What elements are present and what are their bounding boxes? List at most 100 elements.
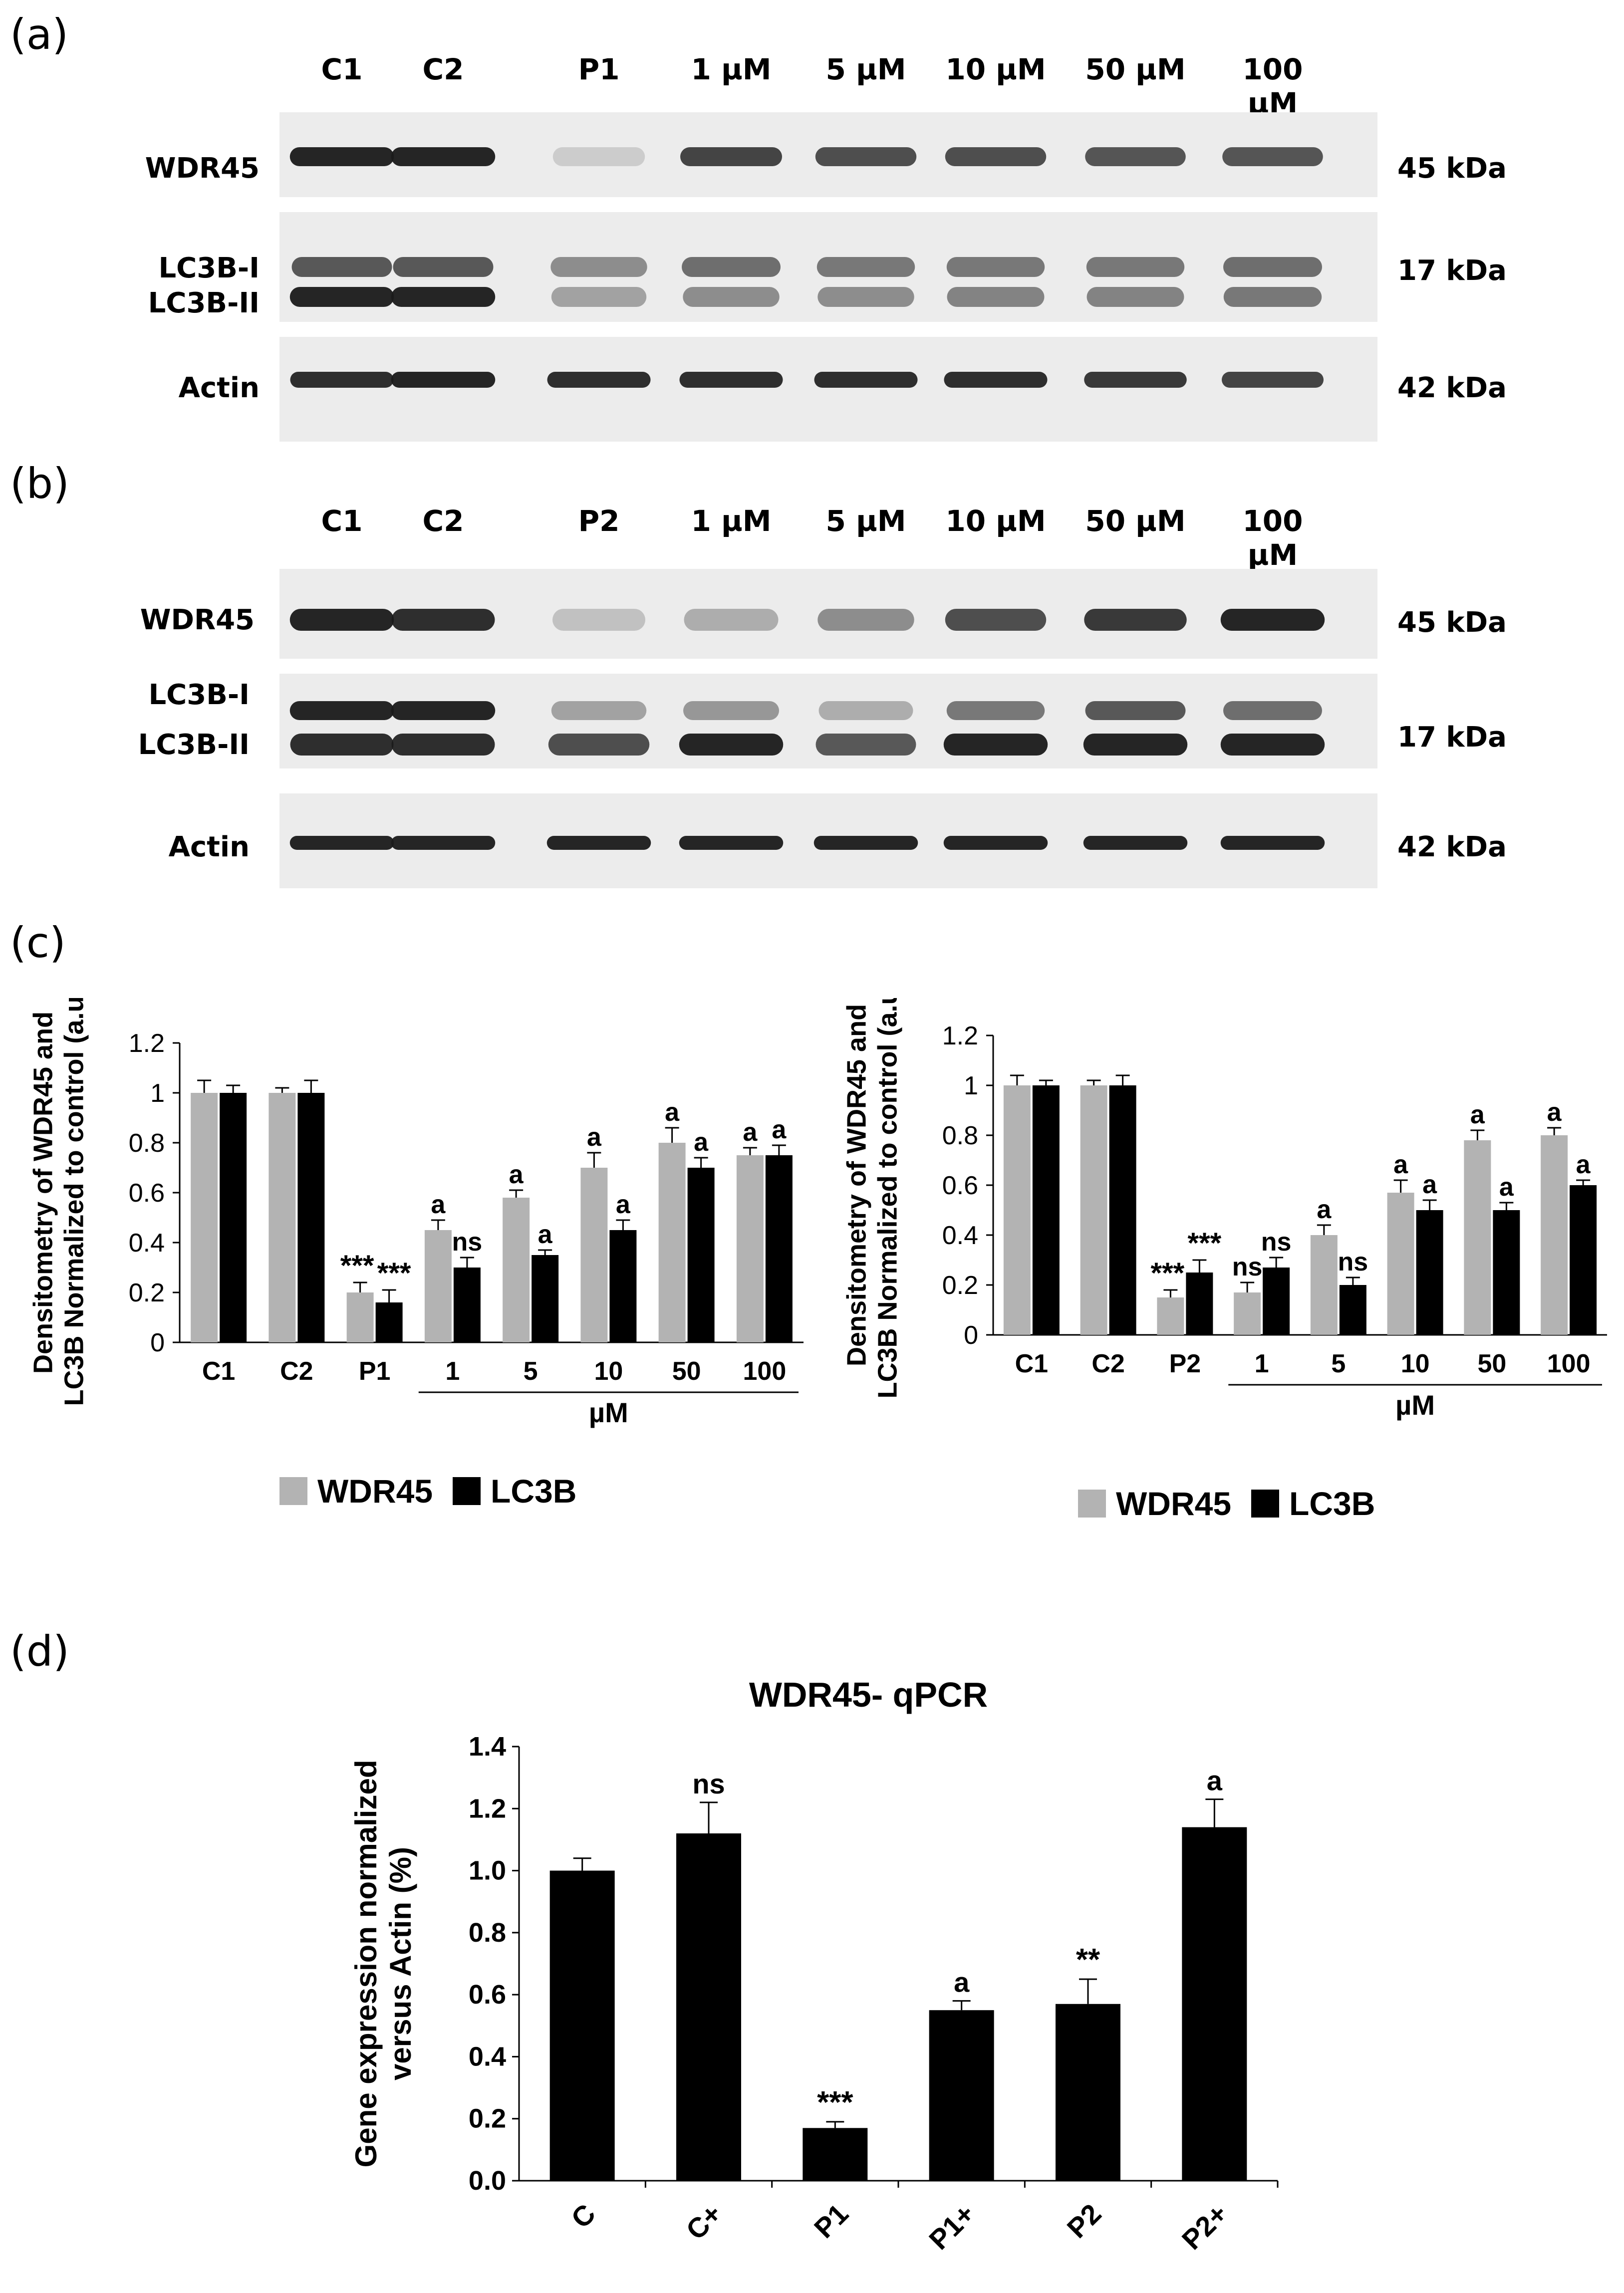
blot-band-lc3b_i xyxy=(289,701,394,720)
bar-lc3b xyxy=(609,1230,637,1342)
y-tick-label: 0.8 xyxy=(942,1121,978,1150)
x-tick-label: P1 xyxy=(359,1357,391,1386)
blot-band-actin xyxy=(546,836,651,850)
y-axis-label-line: Densitometry of WDR45 and xyxy=(842,1004,872,1366)
bar-qpcr xyxy=(1182,1827,1247,2181)
blot-band-lc3b_ii xyxy=(683,287,780,307)
bar-lc3b xyxy=(1570,1185,1597,1335)
x-tick-label: P2 xyxy=(1169,1349,1201,1378)
lane-label: 1 µM xyxy=(691,52,772,86)
panel-d-label: (d) xyxy=(10,1627,69,1676)
panel-c-right-legend: WDR45 LC3B xyxy=(1078,1485,1375,1523)
blot-band-wdr45 xyxy=(1222,147,1323,166)
blot-band-lc3b_i xyxy=(682,257,781,277)
blot-band-lc3b_i xyxy=(1223,701,1322,720)
lane-label: P2 xyxy=(578,504,620,538)
y-tick-label: 0.2 xyxy=(129,1278,165,1307)
bar-lc3b xyxy=(1493,1210,1520,1335)
panel-c-left-chart: Densitometry of WDR45 andLC3B Normalized… xyxy=(28,998,804,1428)
blot-band-lc3b_ii xyxy=(1083,734,1188,756)
y-axis-label-line: LC3B Normalized to control (a.u.) xyxy=(873,998,903,1399)
y-tick-label: 0.4 xyxy=(469,2041,506,2071)
bar-wdr45 xyxy=(1003,1085,1031,1335)
panel-c-label: (c) xyxy=(10,918,66,967)
blot-band-actin xyxy=(290,372,394,388)
significance-label: a xyxy=(1393,1150,1408,1179)
bar-wdr45 xyxy=(503,1198,530,1342)
x-tick-label: 100 xyxy=(1547,1349,1591,1378)
lane-label: 50 µM xyxy=(1085,52,1186,86)
blot-band-wdr45 xyxy=(945,609,1047,631)
blot-band-actin xyxy=(1083,836,1188,850)
blot-band-actin xyxy=(289,836,394,850)
significance-label: a xyxy=(1499,1173,1514,1202)
blot-band-lc3b_i xyxy=(816,257,915,277)
blot-band-actin xyxy=(1084,372,1187,388)
bar-lc3b xyxy=(532,1255,559,1342)
significance-label: ns xyxy=(1232,1253,1263,1281)
x-tick-label: C+ xyxy=(680,2198,728,2246)
blot-band-actin xyxy=(813,836,918,850)
y-axis-label: Densitometry of WDR45 andLC3B Normalized… xyxy=(842,998,903,1399)
significance-label: a xyxy=(1547,1098,1562,1127)
blot-band-lc3b_ii xyxy=(551,287,647,307)
blot-band-wdr45 xyxy=(289,609,394,631)
lane-label: C2 xyxy=(422,504,464,538)
y-tick-label: 0 xyxy=(964,1321,978,1350)
blot-band-actin xyxy=(1222,372,1324,388)
lane-label: P1 xyxy=(578,52,620,86)
bar-qpcr xyxy=(676,1833,741,2181)
blot-strip xyxy=(279,337,1377,442)
blot-band-lc3b_ii xyxy=(1220,734,1325,756)
panel-b-western-blot xyxy=(279,569,1377,888)
blot-band-wdr45 xyxy=(817,609,914,631)
panel-c-right-chart: Densitometry of WDR45 andLC3B Normalized… xyxy=(842,998,1607,1421)
panel-b-size-lc3b: 17 kDa xyxy=(1397,721,1507,754)
significance-label: a xyxy=(538,1220,553,1249)
bar-lc3b xyxy=(765,1155,793,1342)
x-tick-label: 5 xyxy=(1331,1349,1346,1378)
bar-wdr45 xyxy=(1541,1135,1568,1335)
blot-band-lc3b_ii xyxy=(679,734,784,756)
x-tick-label: 50 xyxy=(672,1357,701,1386)
panel-a-size-wdr45: 45 kDa xyxy=(1397,152,1507,185)
lane-label: 10 µM xyxy=(945,52,1046,86)
panel-b-row-lc3b-i: LC3B-I xyxy=(148,679,250,711)
blot-band-wdr45 xyxy=(815,147,917,166)
blot-band-wdr45 xyxy=(391,147,496,166)
blot-band-wdr45 xyxy=(945,147,1047,166)
blot-band-actin xyxy=(679,372,783,388)
legend-swatch-lc3b xyxy=(1251,1490,1280,1518)
blot-band-lc3b_i xyxy=(1223,257,1322,277)
y-tick-label: 1 xyxy=(150,1079,165,1108)
legend-label-lc3b: LC3B xyxy=(491,1473,577,1510)
y-axis-label: Gene expression normalizedversus Actin (… xyxy=(349,1760,417,2168)
legend-label-wdr45: WDR45 xyxy=(317,1473,433,1510)
y-tick-label: 0.6 xyxy=(129,1179,165,1208)
blot-band-lc3b_i xyxy=(393,257,494,277)
x-tick-label: 10 xyxy=(594,1357,623,1386)
panel-a-row-lc3b-i: LC3B-I xyxy=(158,252,260,284)
y-tick-label: 0.8 xyxy=(129,1129,165,1158)
blot-band-lc3b_ii xyxy=(548,734,650,756)
bar-wdr45 xyxy=(424,1230,452,1342)
y-tick-label: 1.4 xyxy=(469,1732,506,1762)
panel-b-row-lc3b-ii: LC3B-II xyxy=(138,729,250,761)
panel-b-row-actin: Actin xyxy=(168,831,250,863)
legend-swatch-wdr45 xyxy=(279,1477,307,1505)
x-tick-label: P2+ xyxy=(1176,2198,1234,2256)
bar-lc3b xyxy=(1339,1285,1366,1335)
blot-band-lc3b_i xyxy=(946,701,1045,720)
blot-band-wdr45 xyxy=(289,147,394,166)
bar-lc3b xyxy=(1416,1210,1443,1335)
blot-band-wdr45 xyxy=(1220,609,1325,631)
bar-wdr45 xyxy=(1464,1140,1491,1335)
blot-band-wdr45 xyxy=(1085,147,1186,166)
x-axis-label: µM xyxy=(589,1397,628,1428)
significance-label: *** xyxy=(1188,1227,1222,1260)
significance-label: a xyxy=(1317,1195,1332,1224)
panel-a-size-actin: 42 kDa xyxy=(1397,372,1507,404)
legend-swatch-wdr45 xyxy=(1078,1490,1106,1518)
y-tick-label: 0 xyxy=(150,1328,165,1357)
blot-band-actin xyxy=(679,836,784,850)
